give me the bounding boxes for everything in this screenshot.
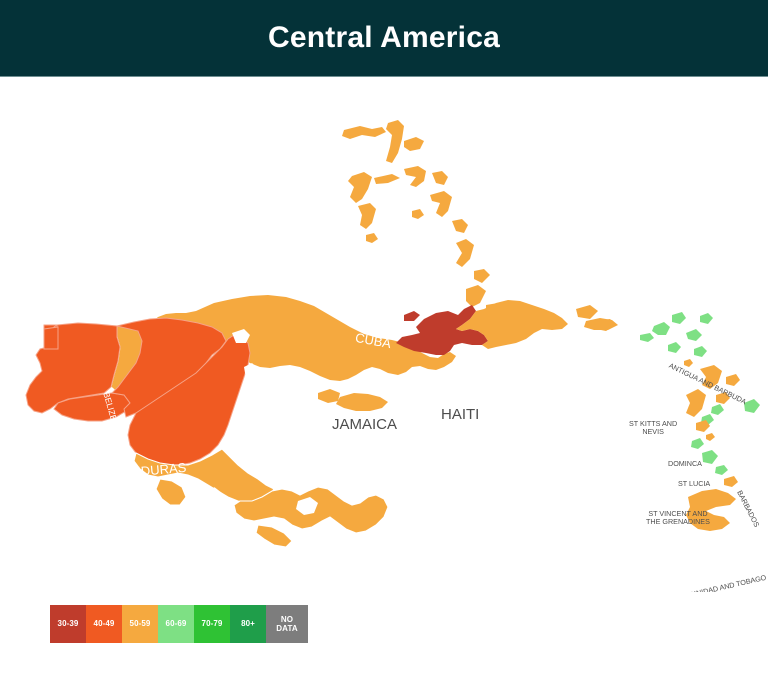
country-shape-bahamas [342,120,616,331]
country-shape-lesser-antilles [584,312,760,531]
legend-item-60-69[interactable]: 60-69 [158,605,194,643]
country-shape-haiti [396,305,488,355]
page-title: Central America [268,21,500,54]
legend-label-30-39: 30-39 [57,619,79,629]
map-canvas: GUATEMALA BELIZE HONDURAS EL SALVADOR NI… [0,77,768,592]
legend-item-70-79[interactable]: 70-79 [194,605,230,643]
map-shapes [14,120,760,548]
country-shape-jamaica [336,393,388,411]
country-shape-panama [233,486,389,548]
country-shape-dominican-rep [456,300,568,349]
legend-item-50-59[interactable]: 50-59 [122,605,158,643]
legend-label-40-49: 40-49 [93,619,115,629]
legend-item-30-39[interactable]: 30-39 [50,605,86,643]
country-shape-guatemala [14,322,121,414]
legend-item-80-plus[interactable]: 80+ [230,605,266,643]
legend-label-60-69: 60-69 [165,619,187,629]
map-legend: 30-39 40-49 50-59 60-69 70-79 80+ NO DATA [50,605,308,643]
legend-item-40-49[interactable]: 40-49 [86,605,122,643]
legend-item-no-data[interactable]: NO DATA [266,605,308,643]
legend-label-70-79: 70-79 [201,619,223,629]
country-shape-nicaragua [127,329,258,466]
legend-label-80-plus: 80+ [241,619,255,629]
legend-label-no-data: NO DATA [276,614,298,633]
country-shape-costa-rica [133,448,275,506]
legend-label-50-59: 50-59 [129,619,151,629]
page-header: Central America [0,0,768,77]
